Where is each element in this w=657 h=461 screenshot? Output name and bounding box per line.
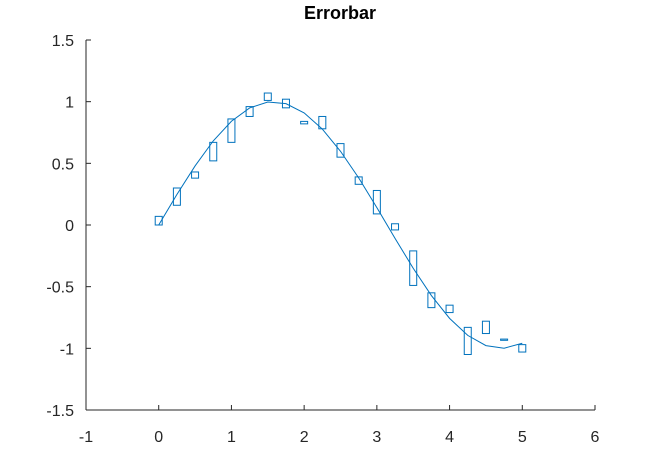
x-tick-label: 5	[518, 429, 527, 446]
series-line	[158, 101, 523, 349]
axes: -1 0 1 2 3 4 5 6 -1.5 -1 -0.5 0 0.5 1 1.5	[46, 33, 599, 446]
x-tick-label: 6	[591, 429, 600, 446]
error-box	[518, 344, 527, 353]
x-tick-label: 3	[372, 429, 381, 446]
y-tick-label: -1	[60, 341, 74, 358]
error-box	[409, 250, 418, 286]
x-tick-label: 2	[300, 429, 309, 446]
x-tick-label: -1	[79, 429, 93, 446]
x-tick-label: 4	[445, 429, 454, 446]
y-tick-label: -1.5	[46, 403, 74, 420]
error-box	[209, 141, 218, 162]
error-box	[263, 92, 272, 101]
chart-title: Errorbar	[304, 3, 376, 23]
error-box	[481, 320, 490, 335]
y-tick-label: 0.5	[52, 156, 74, 173]
y-tick-label: 1.5	[52, 33, 74, 50]
y-tick-label: 1	[65, 95, 74, 112]
error-box	[172, 187, 181, 206]
error-box	[445, 304, 454, 314]
error-box	[391, 223, 400, 231]
error-box	[227, 118, 236, 143]
error-box	[336, 143, 345, 158]
error-box	[245, 106, 254, 117]
x-tick-label: 1	[227, 429, 236, 446]
error-box	[354, 176, 363, 185]
y-tick-label: -0.5	[46, 280, 74, 297]
x-tick-label: 0	[154, 429, 163, 446]
error-box	[500, 338, 509, 341]
plot-area	[154, 92, 527, 356]
error-box	[463, 326, 472, 356]
error-box	[191, 171, 200, 179]
y-tick-label: 0	[65, 218, 74, 235]
error-box	[300, 120, 309, 125]
error-box	[372, 189, 381, 215]
